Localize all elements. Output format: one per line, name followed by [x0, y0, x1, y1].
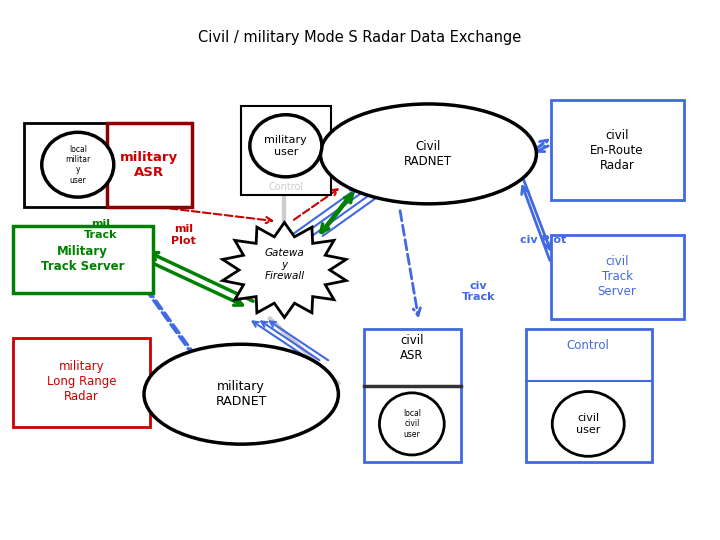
FancyBboxPatch shape: [551, 235, 684, 319]
Text: civil
Track
Server: civil Track Server: [598, 255, 636, 298]
Ellipse shape: [250, 115, 322, 177]
Text: civil
user: civil user: [576, 413, 600, 435]
Ellipse shape: [552, 392, 624, 456]
FancyBboxPatch shape: [551, 100, 684, 200]
Text: Military
Track Server: Military Track Server: [41, 245, 125, 273]
FancyBboxPatch shape: [13, 226, 153, 293]
Text: Gatewa
y
Firewall: Gatewa y Firewall: [264, 248, 305, 281]
Text: military
RADNET: military RADNET: [215, 380, 267, 408]
FancyBboxPatch shape: [526, 329, 652, 462]
FancyBboxPatch shape: [13, 338, 150, 427]
Text: Control: Control: [567, 339, 610, 352]
Text: Civil
RADNET: Civil RADNET: [405, 140, 452, 168]
Ellipse shape: [379, 393, 444, 455]
FancyBboxPatch shape: [24, 123, 128, 207]
Text: mil
Track: mil Track: [84, 219, 117, 240]
FancyBboxPatch shape: [107, 123, 192, 207]
Ellipse shape: [42, 132, 114, 197]
Text: civil
En-Route
Radar: civil En-Route Radar: [590, 129, 644, 172]
Text: civ Plot: civ Plot: [521, 235, 567, 245]
Text: military
Long Range
Radar: military Long Range Radar: [47, 360, 116, 403]
Ellipse shape: [144, 345, 338, 444]
Text: Civil / military Mode S Radar Data Exchange: Civil / military Mode S Radar Data Excha…: [199, 30, 521, 45]
Text: local
militar
y
user: local militar y user: [65, 145, 91, 185]
Polygon shape: [222, 222, 346, 318]
Text: civ
Track: civ Track: [462, 281, 495, 302]
Ellipse shape: [320, 104, 536, 204]
Text: military
ASR: military ASR: [120, 151, 178, 179]
FancyBboxPatch shape: [241, 106, 331, 195]
Text: local
civil
user: local civil user: [403, 409, 420, 439]
Text: Control: Control: [269, 183, 303, 192]
Text: military
user: military user: [264, 135, 307, 157]
Text: mil
Plot: mil Plot: [171, 224, 196, 246]
FancyBboxPatch shape: [364, 329, 461, 462]
Text: civil
ASR: civil ASR: [400, 334, 423, 362]
